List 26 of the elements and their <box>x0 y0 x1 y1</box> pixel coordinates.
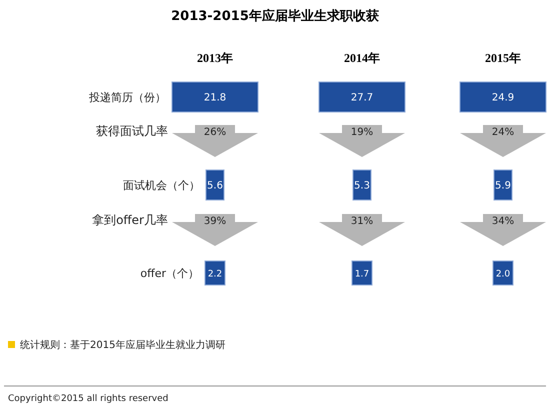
category-label: 2015年 <box>485 51 521 65</box>
text: 2013-2015年应届毕业生求职收获 <box>171 8 379 24</box>
text: 统计规则：基于2015年应届毕业生就业力调研 <box>20 339 226 351</box>
data-label: 39% <box>204 216 226 227</box>
data-label: 31% <box>350 216 374 227</box>
series-label: offer（个） <box>140 267 199 280</box>
series-label: 获得面试几率 <box>96 124 168 138</box>
data-label: 26% <box>204 127 226 138</box>
category-label: 2014年 <box>344 51 380 65</box>
data-label: 24.9 <box>492 92 514 104</box>
data-label: 5.9 <box>495 180 511 192</box>
series-label: 面试机会（个） <box>123 179 200 192</box>
series-label: 拿到offer几率 <box>92 213 168 227</box>
data-label: 19% <box>350 127 374 138</box>
data-label: 1.7 <box>354 270 370 280</box>
data-label: 24% <box>492 127 514 138</box>
category-label: 2013年 <box>197 51 233 65</box>
data-label: 2.0 <box>496 270 510 280</box>
data-label: 21.8 <box>204 92 226 104</box>
text: Copyright©2015 all rights reserved <box>8 394 168 404</box>
series-label: 投递简历（份） <box>88 91 166 104</box>
data-label: 27.7 <box>350 92 374 104</box>
data-label: 5.3 <box>354 180 370 192</box>
data-label: 5.6 <box>207 180 223 192</box>
data-label: 34% <box>492 216 514 227</box>
data-label: 2.2 <box>208 270 222 280</box>
